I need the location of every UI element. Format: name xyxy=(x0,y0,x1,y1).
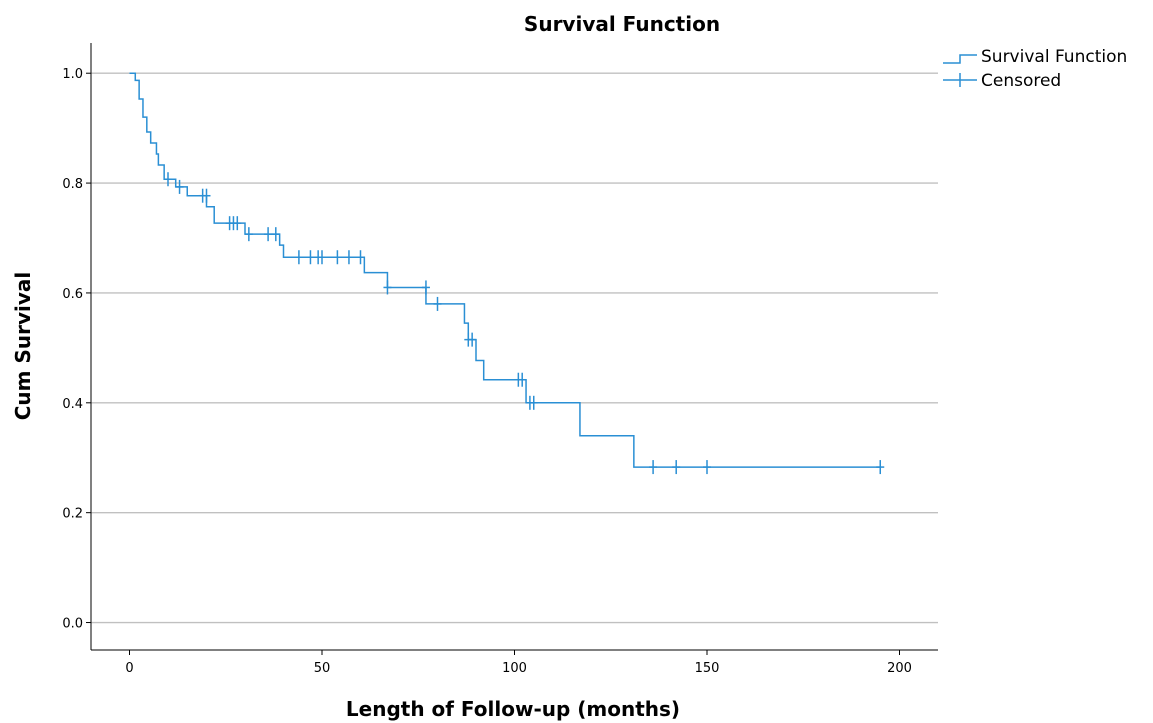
x-tick-label-2: 100 xyxy=(502,661,527,676)
y-tick-label-5: 1.0 xyxy=(62,67,83,82)
axes xyxy=(90,43,938,651)
legend-step-icon xyxy=(943,54,977,64)
censored-marks xyxy=(164,172,885,475)
series-group xyxy=(129,72,881,468)
y-tick-label-0: 0.0 xyxy=(62,617,83,632)
y-tick-label-1: 0.2 xyxy=(62,507,83,522)
x-tick-label-4: 200 xyxy=(887,661,912,676)
x-ticks: 0 50 100 150 200 xyxy=(125,650,912,676)
y-axis-title: Cum Survival xyxy=(11,272,35,421)
x-tick-label-3: 150 xyxy=(695,661,720,676)
legend-label-survival-function: Survival Function xyxy=(981,47,1127,67)
x-axis-title: Length of Follow-up (months) xyxy=(346,697,680,721)
legend: Survival Function Censored xyxy=(943,47,1127,91)
y-tick-label-4: 0.8 xyxy=(62,177,83,192)
chart-title: Survival Function xyxy=(524,12,720,36)
series-line-0 xyxy=(129,72,881,468)
gridlines xyxy=(91,72,938,624)
legend-item-censored: Censored xyxy=(943,71,1061,91)
x-tick-label-1: 50 xyxy=(314,661,331,676)
y-ticks: 0.0 0.2 0.4 0.6 0.8 1.0 xyxy=(62,67,91,632)
y-tick-label-3: 0.6 xyxy=(62,287,83,302)
legend-item-survival-function: Survival Function xyxy=(943,47,1127,67)
x-tick-label-0: 0 xyxy=(125,661,133,676)
y-tick-label-2: 0.4 xyxy=(62,397,83,412)
legend-label-censored: Censored xyxy=(981,71,1061,91)
